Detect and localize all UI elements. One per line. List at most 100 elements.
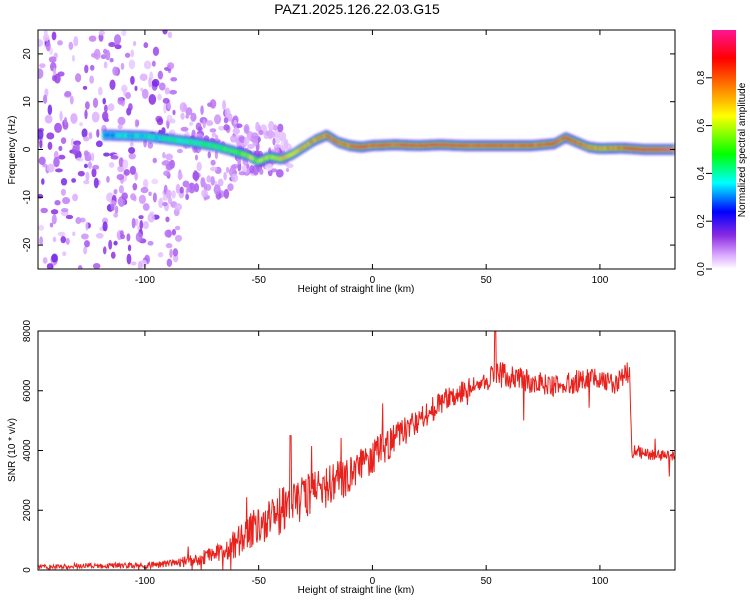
heatmap-cell [233, 123, 238, 128]
heatmap-cell [130, 261, 137, 266]
heatmap-cell [162, 30, 168, 35]
heatmap-cell [227, 183, 234, 192]
snr-series-line [38, 331, 675, 570]
heatmap-cell [130, 193, 136, 201]
heatmap-cell [161, 160, 168, 166]
snr-panel: -100 -50 0 50 100 0 2000 4000 6000 8000 Height o… [7, 319, 676, 596]
heatmap-cell [38, 39, 44, 47]
heatmap-cell [49, 222, 54, 228]
heatmap-cell [70, 113, 78, 124]
heatmap-cell [189, 121, 194, 127]
y-tick-label: 20 [22, 48, 33, 60]
heatmap-cell [46, 132, 55, 140]
heatmap-cell [108, 239, 113, 250]
heatmap-cell [92, 164, 100, 170]
heatmap-cell [114, 44, 122, 50]
heatmap-cell [223, 116, 229, 124]
heatmap-cell [233, 127, 239, 136]
heatmap-cell [192, 171, 200, 181]
heatmap-cell [52, 67, 57, 76]
heatmap-cell [162, 201, 168, 207]
heatmap-cell [128, 59, 136, 70]
heatmap-cell [175, 183, 181, 194]
heatmap-cell [231, 173, 239, 183]
snr-y-axis: 0 2000 4000 6000 8000 [22, 319, 675, 573]
heatmap-cell [161, 127, 166, 135]
heatmap-cell [166, 258, 173, 267]
heatmap-cell [138, 194, 147, 205]
heatmap-cell [151, 60, 156, 67]
heatmap-cell [246, 163, 250, 169]
heatmap-cell [60, 137, 67, 144]
heatmap-cell [235, 123, 243, 129]
heatmap-cell [211, 132, 217, 138]
heatmap-cell [163, 102, 167, 114]
heatmap-cell [71, 54, 75, 62]
heatmap-cell [209, 166, 218, 172]
heatmap-cell [202, 118, 206, 129]
heatmap-cell [96, 129, 100, 138]
heatmap-cell [185, 193, 190, 201]
heatmap-cell [130, 75, 135, 85]
heatmap-cell [105, 49, 111, 61]
heatmap-cell [158, 82, 166, 91]
heatmap-cell [250, 132, 259, 141]
heatmap-cell [230, 135, 238, 143]
spectrogram-y-axis: -20 -10 0 10 20 [22, 48, 675, 252]
heatmap-cell [71, 178, 77, 183]
y-tick-label: 2000 [22, 499, 33, 522]
heatmap-cell [120, 62, 125, 70]
heatmap-cell [108, 41, 116, 48]
heatmap-cell [143, 42, 149, 49]
heatmap-cell [176, 148, 183, 154]
heatmap-cell [123, 169, 130, 176]
heatmap-cell [151, 78, 160, 87]
heatmap-cell [79, 122, 84, 127]
heatmap-cell [113, 240, 118, 246]
heatmap-cell [84, 64, 89, 74]
figure-title: PAZ1.2025.126.22.03.G15 [274, 1, 440, 17]
heatmap-cell [112, 66, 119, 76]
heatmap-cell [93, 177, 99, 189]
heatmap-cell [143, 60, 152, 70]
heatmap-cell [103, 117, 110, 123]
heatmap-cell [110, 251, 116, 259]
heatmap-cell [141, 88, 149, 99]
heatmap-cell [55, 168, 63, 173]
heatmap-cell [285, 163, 294, 169]
heatmap-cell [273, 124, 277, 131]
heatmap-cell [180, 126, 189, 132]
heatmap-cell [152, 192, 157, 203]
heatmap-cell [83, 246, 88, 255]
heatmap-cell [117, 124, 123, 129]
heatmap-cell [121, 192, 128, 200]
heatmap-cell [157, 70, 164, 80]
heatmap-cell [85, 221, 89, 231]
heatmap-cell [88, 35, 97, 42]
x-tick-label: -50 [251, 275, 266, 286]
spectrogram-x-axis: -100 -50 0 50 100 [135, 30, 609, 286]
heatmap-cell [47, 141, 53, 150]
heatmap-cell [77, 265, 83, 269]
heatmap-cell [185, 114, 189, 119]
heatmap-cell [121, 84, 128, 93]
heatmap-cell [200, 105, 204, 115]
spectrogram-y-label: Frequency (Hz) [7, 116, 18, 185]
heatmap-cell [83, 163, 88, 169]
heatmap-cell [157, 93, 162, 101]
heatmap-cell [151, 178, 159, 185]
heatmap-cell [39, 139, 43, 149]
heatmap-cell [93, 48, 101, 60]
heatmap-cell [252, 164, 260, 176]
heatmap-cell [275, 169, 284, 178]
snr-background [38, 331, 675, 570]
heatmap-cell [91, 168, 97, 178]
heatmap-cell [95, 140, 103, 148]
heatmap-cell [114, 34, 122, 45]
heatmap-cell [46, 163, 55, 173]
heatmap-cell [126, 233, 131, 242]
heatmap-cell [121, 30, 127, 37]
heatmap-cell [170, 77, 178, 82]
heatmap-cell [113, 212, 119, 218]
heatmap-cell [140, 186, 149, 194]
